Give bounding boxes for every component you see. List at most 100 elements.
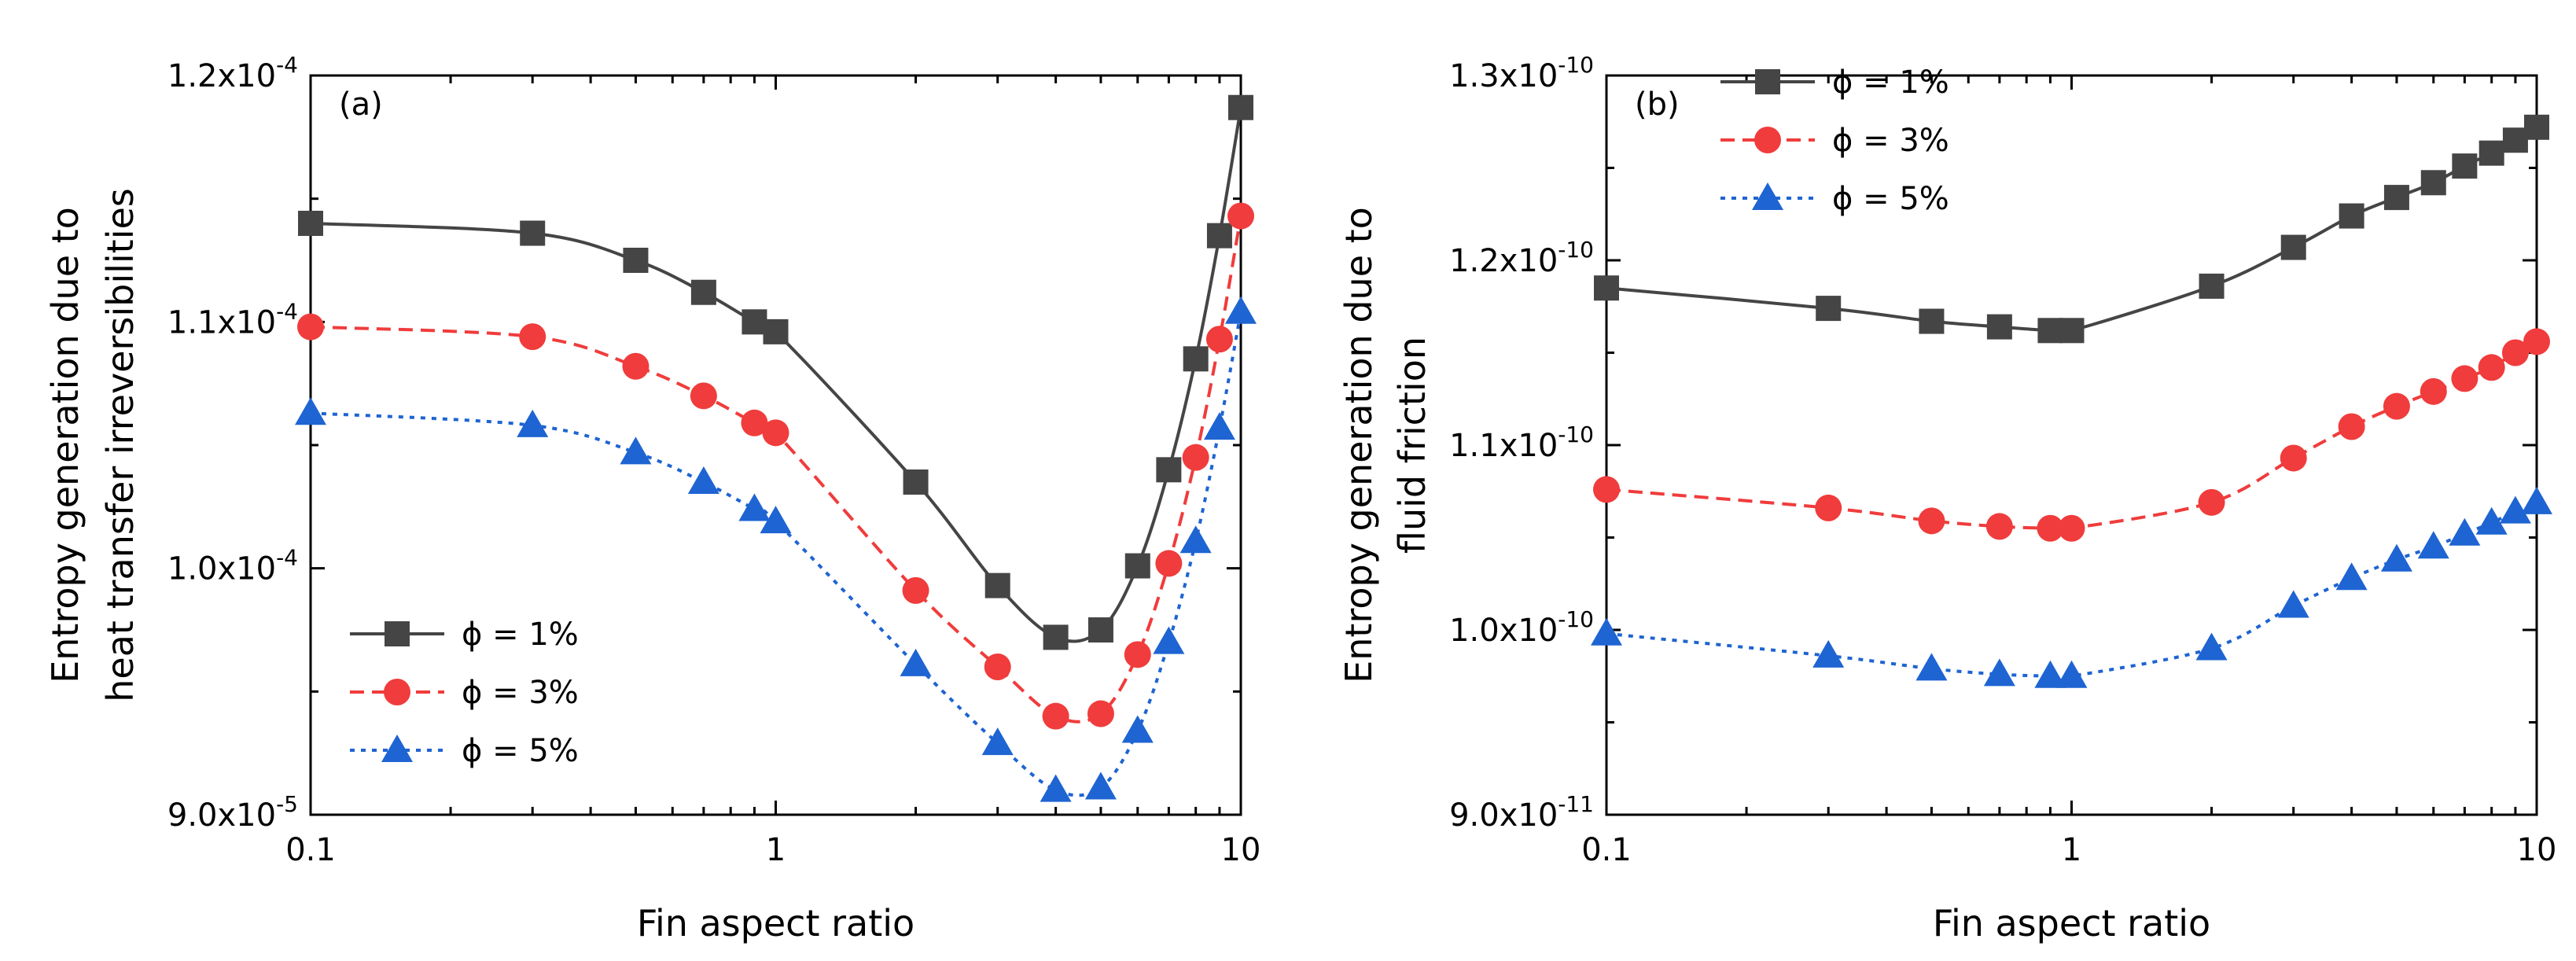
data-point [1591, 617, 1622, 646]
y-axis-title-line: fluid friction [1391, 337, 1433, 554]
data-point [2478, 140, 2504, 166]
data-point [520, 220, 546, 246]
data-point [295, 397, 326, 425]
y-tick-label: 1.2x10-10 [1449, 237, 1594, 279]
legend-label: ϕ = 5% [1832, 181, 1949, 217]
data-point [902, 576, 929, 604]
legend-label: ϕ = 5% [462, 733, 579, 769]
data-point [900, 648, 932, 676]
x-tick-label: 1 [2062, 832, 2081, 868]
data-point [2335, 562, 2368, 591]
data-point [2280, 234, 2306, 260]
series-0 [1594, 114, 2549, 344]
legend-marker [1755, 69, 1780, 94]
data-point [2523, 328, 2550, 355]
data-point [2055, 660, 2088, 688]
data-point [2034, 660, 2066, 688]
series-2 [1591, 486, 2552, 688]
legend: ϕ = 1% ϕ = 3% ϕ = 5% [350, 617, 579, 769]
panel-label: (b) [1635, 87, 1680, 123]
data-point [620, 436, 652, 465]
data-point [1919, 308, 1945, 334]
data-point [738, 493, 771, 521]
data-point [1153, 626, 1185, 654]
y-tick-label: 1.0x10-4 [167, 545, 298, 587]
x-axis-title: Fin aspect ratio [637, 902, 914, 944]
data-point [903, 469, 929, 495]
data-point [1156, 457, 1182, 483]
data-point [763, 318, 789, 344]
y-tick-label: 1.1x10-10 [1449, 422, 1594, 464]
data-point [1042, 702, 1069, 730]
legend: ϕ = 1% ϕ = 3% ϕ = 5% [1720, 64, 1949, 217]
y-tick-label: 1.1x10-4 [167, 298, 298, 341]
x-axis-title: Fin aspect ratio [1933, 902, 2210, 944]
data-point [762, 419, 789, 447]
chart-panel-0: 0.1 1 10 9.0x10-5 1.0x10-4 1.1x10-4 1.2x10-4 Fi… [44, 52, 1260, 944]
data-point [742, 309, 767, 335]
legend-marker [1754, 127, 1781, 153]
y-tick-label: 9.0x10-11 [1449, 791, 1594, 834]
data-point [1182, 444, 1209, 471]
y-tick-label: 1.3x10-10 [1449, 52, 1594, 94]
legend-marker [385, 621, 410, 646]
data-point [2059, 318, 2085, 344]
legend-label: ϕ = 1% [1832, 64, 1949, 101]
x-tick-label: 10 [2517, 832, 2557, 868]
data-point [2502, 127, 2528, 153]
y-ticks [1606, 74, 2537, 816]
data-point [760, 506, 792, 534]
data-point [1915, 653, 1948, 681]
series-line [310, 107, 1242, 643]
series-line [310, 215, 1242, 724]
data-point [1043, 624, 1069, 650]
data-point [2524, 114, 2549, 140]
series-2 [295, 296, 1257, 802]
data-point [687, 466, 719, 494]
data-point [2499, 495, 2531, 524]
data-point [1593, 476, 1620, 503]
data-point [2417, 531, 2449, 559]
y-axis-title-line: Entropy generation due to [44, 207, 86, 683]
data-point [1179, 525, 1212, 554]
legend-marker [1752, 182, 1783, 210]
data-point [1040, 774, 1072, 802]
data-point [1087, 700, 1114, 727]
data-point [2383, 392, 2410, 420]
data-point [2383, 185, 2409, 211]
data-point [2058, 514, 2085, 542]
data-point [1121, 715, 1154, 743]
data-point [2449, 517, 2481, 546]
y-tick-label: 1.2x10-4 [167, 52, 298, 94]
data-point [1812, 639, 1845, 668]
data-point [1203, 412, 1235, 440]
series-1 [1593, 328, 2550, 542]
data-point [2451, 365, 2478, 392]
data-point [2478, 354, 2505, 381]
data-point [519, 323, 546, 351]
data-point [1183, 346, 1209, 372]
data-point [1918, 507, 1945, 535]
data-point [690, 279, 716, 305]
data-point [1155, 550, 1183, 577]
data-point [1815, 494, 1842, 521]
data-point [1205, 326, 1233, 353]
data-point [1228, 94, 1253, 120]
data-point [2280, 444, 2307, 472]
data-point [2198, 488, 2225, 516]
data-point [2195, 632, 2228, 661]
legend-marker [384, 679, 410, 705]
data-point [297, 313, 324, 341]
x-tick-label: 1 [766, 832, 786, 868]
data-point [2475, 506, 2508, 535]
data-point [2338, 413, 2365, 440]
data-point [2501, 339, 2529, 366]
data-point [2380, 543, 2412, 572]
chart-panel-1: 0.1 1 10 9.0x10-11 1.0x10-10 1.1x10-10 1.2x10-… [1338, 52, 2556, 944]
data-point [1124, 641, 1151, 668]
series-line [1606, 126, 2538, 336]
data-point [1983, 658, 2015, 687]
data-point [690, 382, 717, 410]
series-line [310, 311, 1242, 797]
data-point [2452, 153, 2478, 179]
